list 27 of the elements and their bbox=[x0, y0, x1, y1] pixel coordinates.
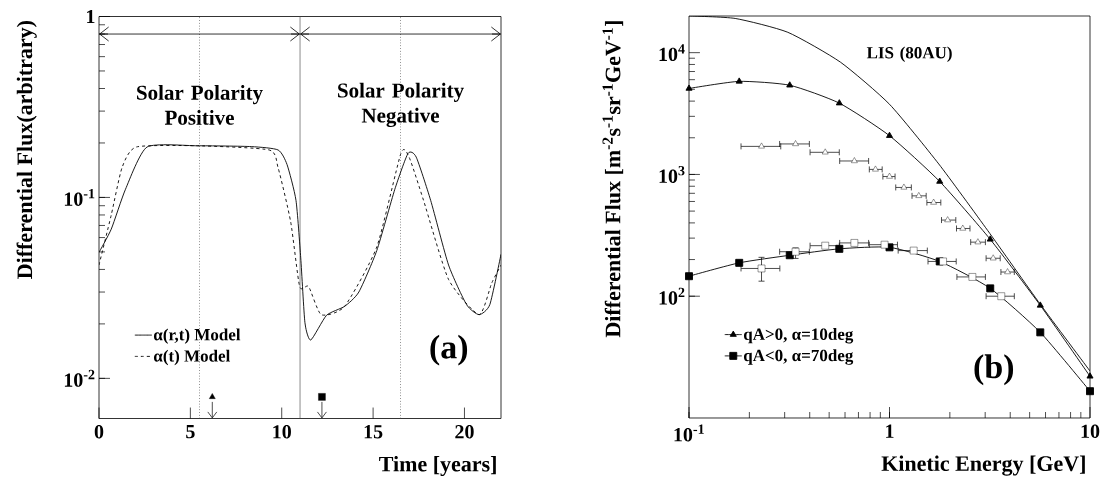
y-tick-label: 10$^{3}$ bbox=[659, 165, 685, 183]
x-tick-label: 10 bbox=[273, 425, 291, 439]
legend-label: α(r,t) Model bbox=[153, 328, 241, 344]
annotation: Solar Polarity Negative bbox=[338, 82, 464, 128]
y-tick-label: 10$^{-1}$ bbox=[64, 188, 95, 206]
y-tick-label: 10$^{2}$ bbox=[659, 287, 685, 305]
legend-label: qA<0, α=70deg bbox=[743, 349, 854, 365]
x-tick-label: 1 bbox=[886, 424, 894, 438]
text: Differential Flux [m$^{-2}$s$^{-1}$sr$^{-1}$GeV$^{-1}$] bbox=[602, 21, 624, 338]
annotation: Solar Polarity Positive bbox=[137, 85, 263, 125]
x-tick-label: 5 bbox=[186, 425, 195, 439]
x-tick-label: 10 bbox=[1081, 424, 1100, 439]
x-tick-label: 15 bbox=[364, 425, 383, 439]
x-tick-label: 20 bbox=[455, 425, 474, 439]
y-tick-label: 10$^{-2}$ bbox=[64, 369, 95, 387]
y-tick-label: 10$^{4}$ bbox=[659, 44, 685, 62]
x-tick-label: 10$^{-1}$ bbox=[674, 424, 704, 442]
x-axis-title: Kinetic Energy [GeV] bbox=[881, 455, 1085, 476]
x-tick-label: 0 bbox=[94, 425, 104, 439]
y-tick-label: 1 bbox=[87, 9, 95, 24]
annotation: (b) bbox=[974, 354, 1014, 386]
annotation: (a) bbox=[430, 334, 468, 366]
y-axis-title: Differential Flux(arbitrary) bbox=[16, 20, 37, 279]
x-axis-title: Time [years] bbox=[379, 456, 496, 477]
legend-label: α(t) Model bbox=[153, 349, 231, 366]
annotation: LIS (80AU) bbox=[866, 46, 952, 62]
legend-label: qA>0, α=10deg bbox=[743, 327, 854, 344]
